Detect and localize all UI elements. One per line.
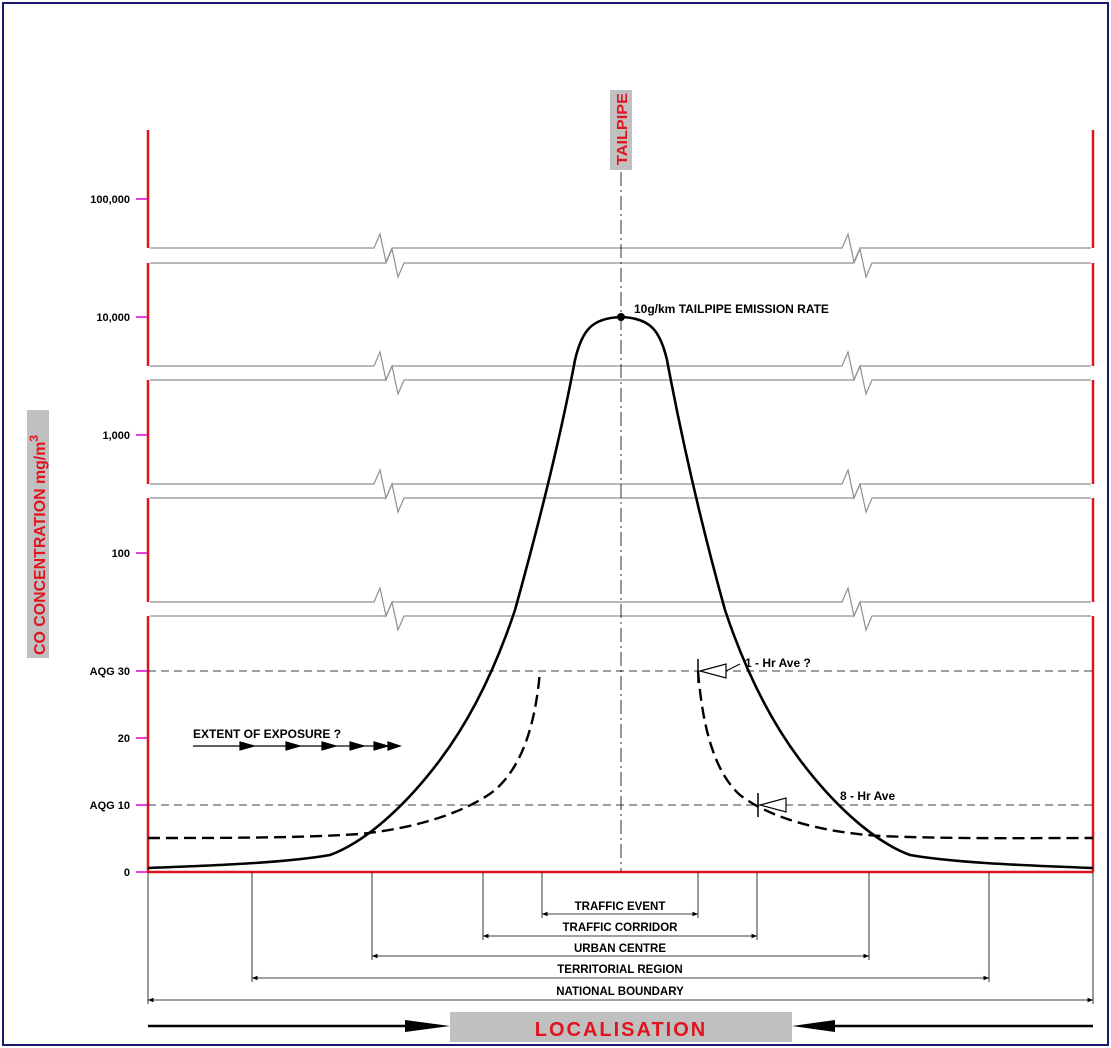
exposure-arrows [193,741,402,751]
y-axis-title-box [27,410,49,658]
y-tick-label: 1,000 [102,430,130,442]
tailpipe-concentration-curve [147,315,1094,870]
localisation-arrowhead-right [792,1020,835,1032]
extent-dimension-arrows [148,911,1093,1003]
exposure-label: EXTENT OF EXPOSURE ? [193,727,341,741]
peak-annotation: 10g/km TAILPIPE EMISSION RATE [634,302,829,316]
eight-hour-arrowhead [757,797,787,813]
one-hour-average-label: 1 - Hr Ave ? [745,656,811,670]
y-axis-title-superscript: 3 [27,435,41,442]
y-tick-marks [136,198,148,873]
localisation-label-box [450,1012,792,1042]
extent-label-traffic-corridor: TRAFFIC CORRIDOR [563,922,679,934]
extent-label-national-boundary: NATIONAL BOUNDARY [556,986,684,998]
one-hour-leader [725,663,741,672]
tailpipe-label: TAILPIPE [614,93,631,165]
peak-point [617,313,625,321]
localisation-label: LOCALISATION [535,1019,708,1041]
extent-label-territorial-region: TERRITORIAL REGION [557,964,682,976]
eight-hour-average-label: 8 - Hr Ave [840,789,895,803]
averaged-exposure-curve [147,670,542,840]
y-tick-label: AQG 30 [90,666,130,678]
y-axis-title: CO CONCENTRATION mg/m3 [27,435,49,655]
tailpipe-label-box [610,90,632,170]
y-tick-label: AQG 10 [90,800,130,812]
extent-label-urban-centre: URBAN CENTRE [574,943,666,955]
one-hour-arrowhead [697,663,727,679]
axis-breaks [150,232,1091,632]
extent-extension-lines [147,872,1094,1004]
y-tick-label: 20 [118,733,130,745]
y-tick-label: 100,000 [90,194,130,206]
y-tick-label: 0 [124,867,130,879]
y-tick-label: 10,000 [96,312,130,324]
localisation-arrowhead-left [405,1020,450,1032]
extent-label-traffic-event: TRAFFIC EVENT [575,901,666,913]
averaged-exposure-curve [696,670,1094,840]
y-tick-label: 100 [112,548,130,560]
